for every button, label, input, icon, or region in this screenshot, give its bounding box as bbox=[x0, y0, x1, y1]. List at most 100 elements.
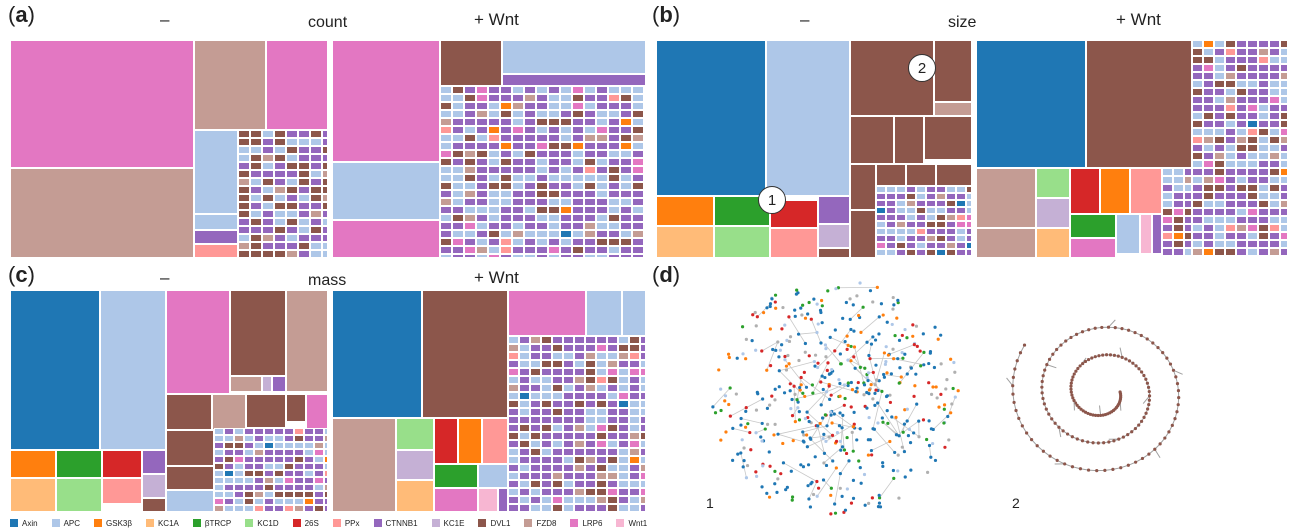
treemap-cell bbox=[324, 505, 328, 512]
treemap-cell bbox=[563, 360, 574, 368]
treemap-cell bbox=[1192, 136, 1203, 144]
network-node bbox=[759, 435, 763, 439]
network-node bbox=[901, 430, 905, 434]
chain-branch bbox=[1079, 357, 1087, 367]
treemap-cell bbox=[530, 352, 541, 360]
network-node bbox=[820, 416, 825, 420]
treemap-cell bbox=[560, 142, 572, 150]
treemap-cell bbox=[916, 214, 926, 221]
network-node bbox=[777, 369, 781, 373]
treemap-cell bbox=[876, 242, 886, 249]
network-node bbox=[849, 344, 853, 349]
network-node bbox=[813, 364, 817, 368]
treemap-cell bbox=[294, 449, 304, 456]
treemap-cell bbox=[214, 456, 224, 463]
treemap-cell bbox=[1203, 240, 1214, 248]
chain-node bbox=[1053, 421, 1057, 425]
treemap-cell bbox=[452, 198, 464, 206]
treemap-cell bbox=[1280, 208, 1288, 216]
treemap-cell bbox=[1236, 192, 1247, 200]
treemap-cell bbox=[644, 182, 646, 190]
treemap-cell bbox=[1247, 48, 1258, 56]
network-node bbox=[768, 464, 772, 468]
treemap-cell bbox=[1269, 240, 1280, 248]
network-node bbox=[741, 352, 745, 356]
chain-node bbox=[1040, 391, 1044, 395]
treemap-cell bbox=[530, 464, 541, 472]
treemap-cell bbox=[926, 228, 936, 235]
network-node bbox=[815, 494, 819, 498]
network-node bbox=[868, 289, 873, 293]
treemap-cell bbox=[1192, 152, 1203, 160]
treemap-cell bbox=[10, 478, 56, 512]
treemap-cell bbox=[608, 142, 620, 150]
treemap-cell bbox=[585, 408, 596, 416]
treemap-cell bbox=[1236, 208, 1247, 216]
network-node bbox=[837, 378, 841, 382]
network-node bbox=[797, 410, 801, 414]
chain-branch bbox=[1006, 377, 1014, 387]
network-node bbox=[873, 338, 878, 342]
network-node bbox=[952, 360, 956, 365]
treemap-cell bbox=[440, 118, 452, 126]
chain-node bbox=[1165, 356, 1169, 360]
treemap-cell bbox=[886, 228, 896, 235]
chain-branch bbox=[1046, 364, 1057, 369]
chain-node bbox=[1175, 410, 1179, 414]
network-node bbox=[717, 368, 721, 372]
network-node bbox=[826, 289, 830, 293]
treemap-cell bbox=[906, 207, 916, 214]
treemap-cell bbox=[298, 194, 310, 202]
treemap-cell bbox=[818, 248, 850, 258]
treemap-cell bbox=[500, 102, 512, 110]
network-edge bbox=[871, 441, 891, 451]
treemap-cell bbox=[541, 504, 552, 512]
treemap-cell bbox=[608, 86, 620, 94]
network-node bbox=[839, 362, 843, 366]
treemap-cell bbox=[250, 130, 262, 138]
treemap-cell bbox=[262, 130, 274, 138]
treemap-cell bbox=[274, 456, 284, 463]
treemap-cell bbox=[310, 202, 322, 210]
network-node bbox=[787, 362, 791, 366]
treemap-cell bbox=[274, 470, 284, 477]
treemap-cell bbox=[1214, 256, 1225, 258]
treemap-cell bbox=[620, 102, 632, 110]
network-node bbox=[790, 397, 794, 402]
network-node bbox=[799, 375, 803, 380]
treemap-cell bbox=[238, 218, 250, 226]
treemap-cell bbox=[1225, 64, 1236, 72]
treemap-cell bbox=[1225, 40, 1236, 48]
treemap-cell bbox=[519, 496, 530, 504]
network-node bbox=[780, 343, 784, 347]
treemap-cell bbox=[524, 246, 536, 254]
treemap-cell bbox=[644, 110, 646, 118]
treemap-cell bbox=[629, 376, 640, 384]
treemap-cell bbox=[596, 158, 608, 166]
treemap-cell bbox=[1036, 168, 1070, 198]
treemap-cell bbox=[896, 221, 906, 228]
treemap-cell bbox=[608, 118, 620, 126]
treemap-cell bbox=[508, 360, 519, 368]
chain-node bbox=[1041, 374, 1045, 378]
treemap-cell bbox=[476, 94, 488, 102]
treemap-cell bbox=[1162, 208, 1173, 216]
treemap-cell bbox=[572, 246, 584, 254]
network-node bbox=[917, 435, 921, 439]
chain-node bbox=[1144, 377, 1148, 381]
treemap-cell bbox=[519, 464, 530, 472]
treemap-cell bbox=[166, 290, 230, 394]
treemap-cell bbox=[552, 360, 563, 368]
treemap-cell bbox=[488, 150, 500, 158]
treemap-cell bbox=[607, 504, 618, 512]
condition-minus-c: – bbox=[160, 268, 170, 287]
network-node bbox=[768, 327, 772, 331]
network-node bbox=[867, 392, 871, 396]
network-node bbox=[739, 423, 743, 427]
network-node bbox=[785, 485, 789, 489]
chain-node bbox=[1100, 325, 1104, 330]
network-edge bbox=[851, 432, 854, 452]
treemap-cell bbox=[214, 484, 224, 491]
network-node bbox=[788, 382, 792, 386]
network-node bbox=[815, 479, 819, 484]
